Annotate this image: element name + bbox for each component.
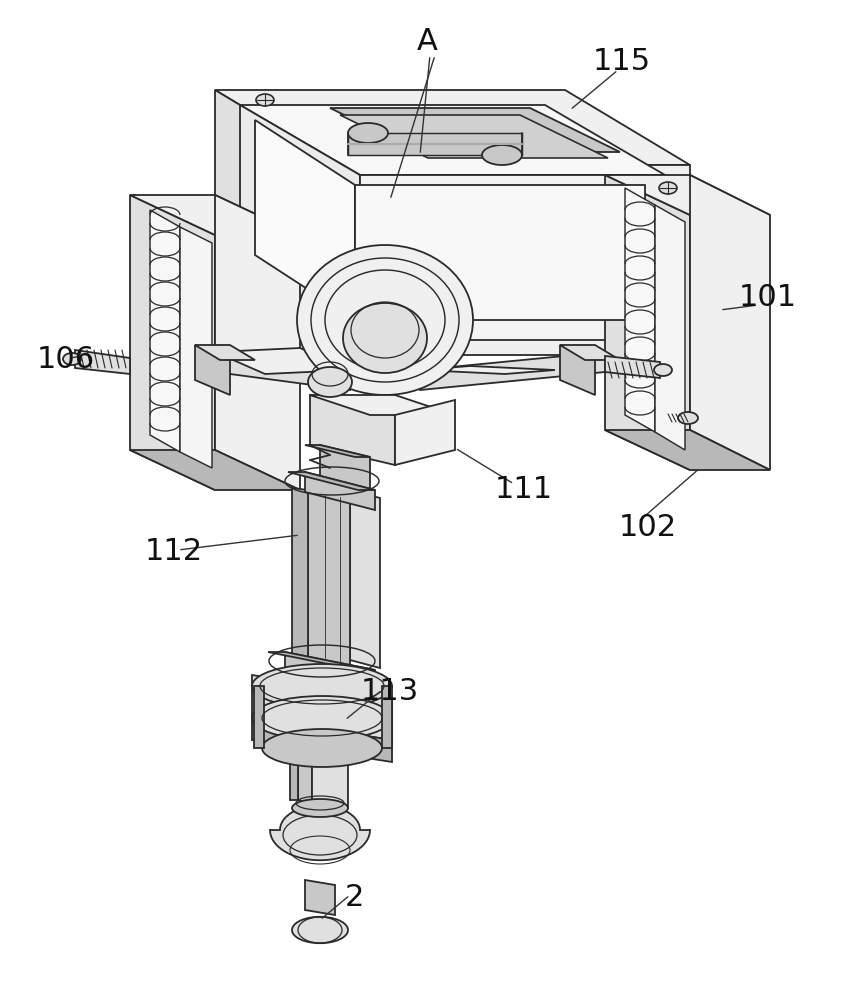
- Polygon shape: [605, 175, 690, 470]
- Ellipse shape: [292, 799, 348, 817]
- Polygon shape: [305, 472, 375, 510]
- Text: 111: 111: [495, 476, 553, 504]
- Ellipse shape: [252, 696, 392, 740]
- Polygon shape: [254, 686, 264, 748]
- Ellipse shape: [63, 353, 81, 365]
- Polygon shape: [215, 352, 350, 390]
- Polygon shape: [340, 165, 690, 355]
- Polygon shape: [360, 175, 665, 340]
- Polygon shape: [298, 748, 312, 804]
- Polygon shape: [75, 350, 130, 374]
- Polygon shape: [288, 472, 375, 490]
- Polygon shape: [625, 188, 655, 432]
- Polygon shape: [215, 90, 690, 165]
- Polygon shape: [215, 348, 350, 374]
- Polygon shape: [290, 748, 298, 800]
- Polygon shape: [215, 195, 300, 490]
- Polygon shape: [285, 652, 375, 690]
- Text: A: A: [417, 27, 437, 56]
- Polygon shape: [382, 686, 392, 748]
- Polygon shape: [560, 345, 620, 360]
- Ellipse shape: [654, 364, 672, 376]
- Polygon shape: [340, 115, 608, 158]
- Polygon shape: [240, 105, 665, 175]
- Polygon shape: [240, 105, 360, 340]
- Polygon shape: [130, 450, 300, 490]
- Polygon shape: [255, 120, 355, 320]
- Polygon shape: [292, 917, 348, 943]
- Polygon shape: [420, 366, 555, 374]
- Ellipse shape: [343, 303, 427, 373]
- Polygon shape: [195, 345, 255, 360]
- Polygon shape: [305, 445, 370, 457]
- Ellipse shape: [659, 182, 677, 194]
- Polygon shape: [655, 205, 685, 450]
- Ellipse shape: [256, 94, 274, 106]
- Ellipse shape: [482, 145, 522, 165]
- Ellipse shape: [262, 729, 382, 767]
- Polygon shape: [348, 133, 522, 155]
- Text: 115: 115: [593, 47, 651, 77]
- Polygon shape: [292, 488, 308, 660]
- Polygon shape: [130, 195, 300, 235]
- Polygon shape: [268, 652, 375, 670]
- Ellipse shape: [308, 367, 352, 397]
- Polygon shape: [320, 445, 370, 490]
- Polygon shape: [330, 108, 620, 152]
- Polygon shape: [355, 185, 645, 320]
- Polygon shape: [308, 490, 350, 668]
- Polygon shape: [350, 490, 380, 668]
- Polygon shape: [420, 352, 605, 390]
- Polygon shape: [195, 345, 230, 395]
- Polygon shape: [605, 356, 660, 378]
- Text: 113: 113: [361, 678, 419, 706]
- Ellipse shape: [678, 412, 698, 424]
- Text: 2: 2: [345, 884, 364, 912]
- Polygon shape: [270, 805, 370, 860]
- Polygon shape: [305, 880, 335, 915]
- Ellipse shape: [252, 664, 392, 708]
- Text: 112: 112: [145, 538, 203, 566]
- Polygon shape: [605, 430, 770, 470]
- Polygon shape: [310, 395, 455, 415]
- Ellipse shape: [348, 123, 388, 143]
- Polygon shape: [252, 675, 392, 740]
- Text: 102: 102: [619, 514, 677, 542]
- Text: 101: 101: [739, 284, 797, 312]
- Polygon shape: [150, 210, 180, 452]
- Polygon shape: [180, 227, 212, 468]
- Polygon shape: [130, 195, 215, 490]
- Polygon shape: [395, 400, 455, 465]
- Polygon shape: [215, 90, 340, 355]
- Polygon shape: [310, 395, 395, 465]
- Polygon shape: [560, 345, 595, 395]
- Polygon shape: [252, 718, 392, 762]
- Polygon shape: [312, 752, 348, 808]
- Polygon shape: [690, 175, 770, 470]
- Text: 106: 106: [37, 346, 95, 374]
- Polygon shape: [605, 175, 770, 215]
- Ellipse shape: [297, 245, 473, 395]
